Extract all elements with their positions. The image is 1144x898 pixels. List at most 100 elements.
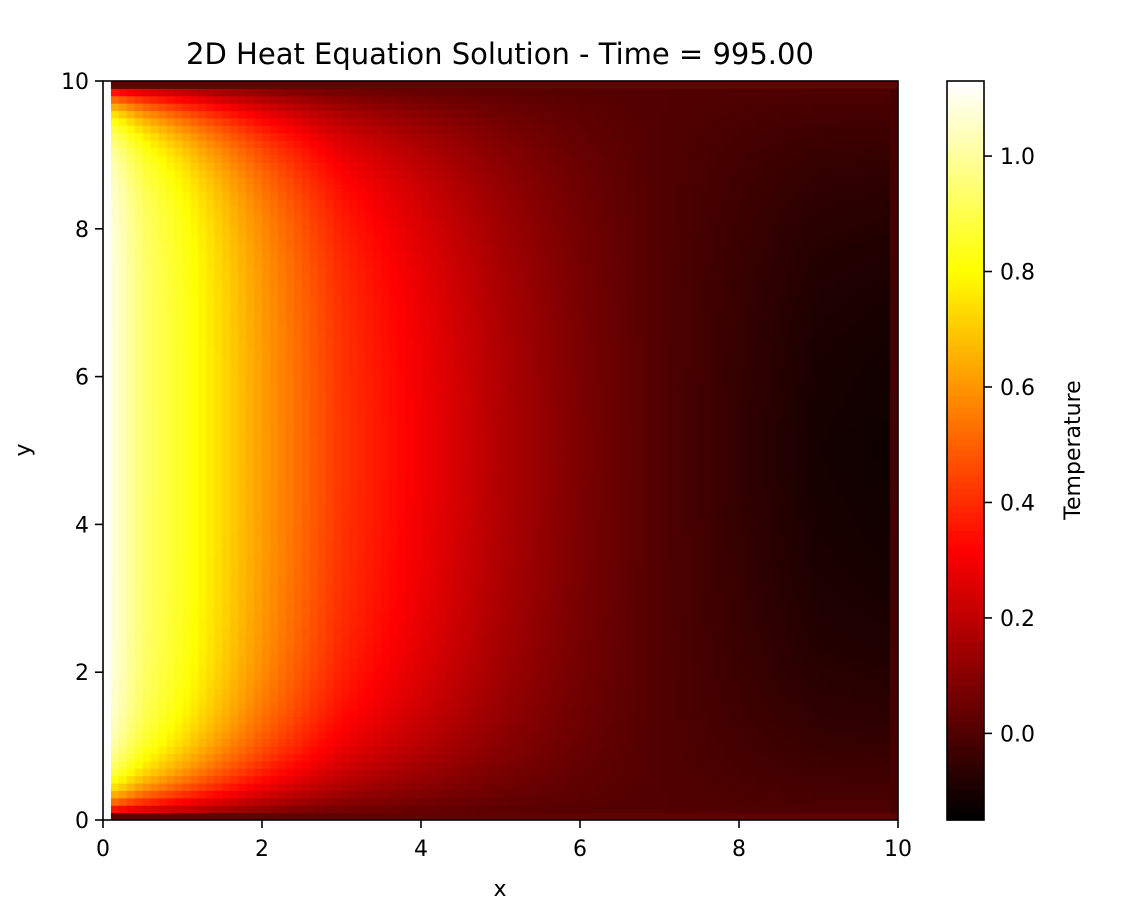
heatmap-cell — [158, 450, 168, 459]
heatmap-cell — [818, 576, 827, 585]
heatmap-cell — [564, 509, 573, 518]
heatmap-cell — [627, 598, 637, 607]
heatmap-cell — [540, 672, 549, 681]
heatmap-cell — [182, 568, 191, 577]
heatmap-cell — [731, 694, 740, 703]
heatmap-cell — [770, 457, 780, 466]
heatmap-cell — [548, 746, 557, 754]
heatmap-cell — [405, 472, 414, 481]
heatmap-cell — [118, 686, 128, 695]
heatmap-cell — [142, 790, 152, 799]
heatmap-cell — [405, 709, 414, 718]
heatmap-cell — [635, 679, 645, 688]
heatmap-cell — [110, 457, 120, 466]
heatmap-cell — [834, 753, 843, 762]
heatmap-cell — [413, 650, 422, 658]
heatmap-cell — [516, 509, 525, 518]
heatmap-cell — [126, 472, 136, 481]
heatmap-cell — [238, 812, 247, 820]
heatmap-cell — [381, 576, 390, 585]
heatmap-cell — [182, 605, 191, 614]
heatmap-cell — [492, 812, 501, 820]
heatmap-cell — [444, 753, 454, 762]
heatmap-cell — [277, 568, 287, 577]
heatmap-cell — [818, 686, 827, 695]
heatmap-cell — [452, 635, 462, 644]
heatmap-cell — [611, 450, 621, 459]
heatmap-cell — [365, 642, 374, 651]
heatmap-cell — [619, 509, 629, 518]
heatmap-cell — [301, 672, 311, 681]
heatmap-cell — [277, 561, 287, 570]
heatmap-cell — [333, 620, 342, 629]
heatmap-cell — [826, 731, 835, 740]
heatmap-cell — [508, 494, 517, 503]
heatmap-cell — [802, 620, 812, 629]
heatmap-cell — [675, 583, 684, 592]
heatmap-cell — [142, 502, 152, 511]
heatmap-cell — [580, 679, 589, 688]
heatmap-cell — [166, 583, 176, 592]
heatmap-cell — [230, 524, 239, 533]
heatmap-cell — [683, 487, 692, 496]
heatmap-cell — [874, 480, 883, 488]
heatmap-cell — [309, 738, 319, 747]
heatmap-cell — [556, 650, 565, 658]
heatmap-cell — [110, 753, 120, 762]
heatmap-cell — [580, 553, 589, 562]
heatmap-cell — [285, 783, 295, 791]
heatmap-cell — [707, 664, 716, 673]
heatmap-cell — [611, 568, 621, 577]
heatmap-cell — [603, 686, 613, 695]
heatmap-cell — [643, 531, 653, 540]
heatmap-cell — [373, 546, 382, 555]
heatmap-cell — [460, 642, 470, 651]
heatmap-cell — [754, 790, 764, 799]
heatmap-cell — [301, 805, 311, 814]
heatmap-cell — [707, 738, 716, 747]
heatmap-cell — [834, 627, 843, 636]
heatmap-cell — [635, 790, 645, 799]
heatmap-cell — [739, 775, 748, 784]
heatmap-cell — [293, 679, 303, 688]
heatmap-cell — [675, 716, 684, 725]
heatmap-cell — [285, 450, 295, 459]
heatmap-cell — [325, 605, 335, 614]
heatmap-cell — [230, 590, 239, 599]
heatmap-cell — [150, 502, 160, 511]
heatmap-cell — [524, 465, 533, 474]
heatmap-cell — [643, 805, 653, 814]
heatmap-cell — [627, 583, 637, 592]
heatmap-cell — [508, 731, 517, 740]
heatmap-cell — [325, 553, 335, 562]
heatmap-cell — [635, 598, 645, 607]
heatmap-cell — [619, 613, 629, 621]
heatmap-cell — [389, 465, 398, 474]
heatmap-cell — [580, 664, 589, 673]
heatmap-cell — [309, 524, 319, 533]
heatmap-cell — [739, 553, 748, 562]
heatmap-cell — [452, 672, 462, 681]
heatmap-cell — [746, 598, 756, 607]
heatmap-cell — [532, 723, 541, 732]
heatmap-cell — [118, 561, 128, 570]
heatmap-cell — [349, 694, 358, 703]
heatmap-cell — [627, 797, 637, 806]
heatmap-cell — [301, 650, 311, 658]
heatmap-cell — [285, 775, 295, 784]
heatmap-cell — [564, 686, 573, 695]
heatmap-cell — [142, 613, 152, 621]
heatmap-cell — [413, 561, 422, 570]
heatmap-cell — [182, 797, 191, 806]
heatmap-cell — [611, 598, 621, 607]
heatmap-cell — [134, 701, 144, 710]
heatmap-cell — [174, 620, 183, 629]
heatmap-cell — [524, 723, 533, 732]
heatmap-cell — [492, 583, 501, 592]
heatmap-cell — [635, 701, 645, 710]
heatmap-cell — [118, 480, 128, 488]
heatmap-cell — [651, 472, 660, 481]
heatmap-cell — [460, 480, 470, 488]
heatmap-cell — [699, 546, 708, 555]
heatmap-cell — [166, 805, 176, 814]
